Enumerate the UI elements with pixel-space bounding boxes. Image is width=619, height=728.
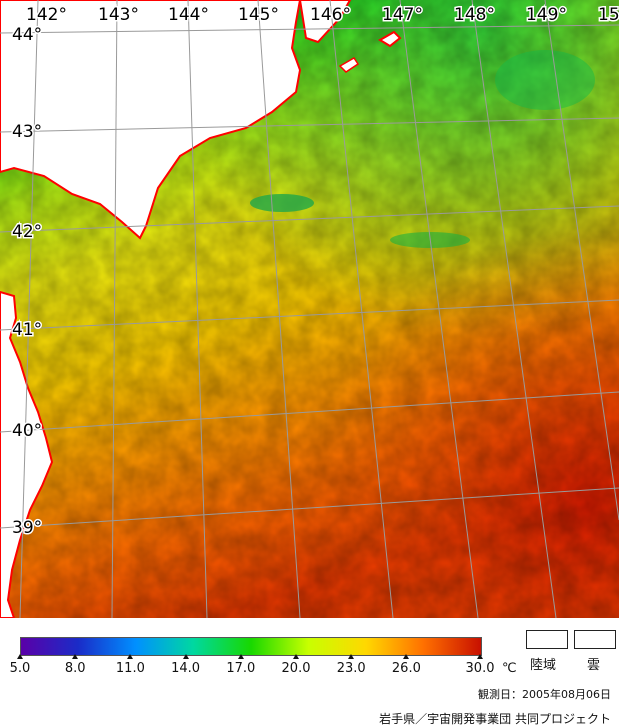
colorbar-tick-label: 26.0: [391, 661, 421, 676]
kuril-islands: [298, 0, 352, 44]
lon-label: 143°: [98, 5, 139, 25]
colorbar-tick-mark: [293, 654, 299, 659]
colorbar-tick-label: 30.0: [465, 661, 495, 676]
latitude-labels: 44° 43° 42° 41° 40° 39°: [11, 24, 44, 540]
sea-surface-temperature-map: 142° 143° 144° 145° 146° 147° 148° 149° …: [0, 0, 619, 618]
colorbar-tick-mark: [348, 654, 355, 659]
small-island: [338, 57, 360, 73]
lon-label: 142°: [26, 5, 67, 25]
lat-label: 43°: [12, 122, 42, 142]
lat-label: 44°: [12, 25, 42, 45]
colorbar-tick-mark: [477, 654, 483, 659]
colorbar-tick-mark: [403, 654, 410, 659]
meridian-149: [544, 0, 619, 521]
colorbar-tick-label: 23.0: [336, 661, 366, 676]
parallel-42: [0, 205, 619, 233]
lat-label: 42°: [12, 222, 42, 242]
parallel-39: [0, 487, 619, 529]
colorbar-tick-mark: [17, 654, 23, 659]
colorbar-tick-label: 14.0: [171, 661, 201, 676]
project-credit: 岩手県／宇宙開発事業団 共同プロジェクト: [379, 712, 611, 726]
cold-eddy: [495, 50, 595, 110]
parallel-44: [0, 24, 619, 34]
colorbar-tick-mark: [127, 654, 134, 659]
cloud-swatch: [574, 630, 616, 649]
colorbar-tick-label: 8.0: [64, 661, 86, 676]
lat-label: 41°: [12, 320, 42, 340]
longitude-labels: 142° 143° 144° 145° 146° 147° 148° 149° …: [25, 4, 619, 27]
lat-label: 40°: [12, 421, 42, 441]
cloud-label: 雲: [587, 658, 601, 673]
observation-date: 観測日：2005年08月06日: [478, 688, 611, 701]
meridian-143: [111, 0, 118, 618]
parallel-41: [0, 299, 619, 331]
small-island: [378, 30, 402, 48]
colorbar-tick-label: 17.0: [226, 661, 256, 676]
honshu-land: [0, 290, 54, 618]
colorbar-tick-label: 11.0: [115, 661, 145, 676]
colorbar-tick-label: 20.0: [281, 661, 311, 676]
hokkaido-land: [0, 0, 302, 240]
parallel-43: [0, 117, 619, 133]
colorbar-tick-mark: [72, 654, 79, 659]
colorbar-tick-mark: [237, 654, 244, 659]
lon-label: 147°: [382, 5, 423, 25]
graticule: [0, 0, 619, 618]
land-label: 陸域: [530, 658, 557, 673]
meridian-146: [329, 0, 394, 618]
lat-label: 39°: [12, 518, 42, 538]
parallel-40: [0, 391, 619, 433]
meridian-142: [19, 0, 39, 618]
lon-label: 145°: [238, 5, 279, 25]
lon-label: 148°: [454, 5, 495, 25]
land-swatch: [526, 630, 568, 649]
unit-label: ℃: [502, 661, 517, 676]
lon-label: 149°: [526, 5, 567, 25]
meridian-148: [471, 0, 557, 618]
colorbar-tick-label: 5.0: [9, 661, 31, 676]
temperature-colorbar: [20, 637, 482, 656]
lon-label: 150°: [598, 5, 619, 25]
lon-label: 144°: [168, 5, 209, 25]
colorbar-tick-mark: [182, 654, 189, 659]
cold-eddy: [250, 194, 314, 212]
meridian-145: [257, 0, 301, 618]
lon-label: 146°: [310, 5, 351, 25]
